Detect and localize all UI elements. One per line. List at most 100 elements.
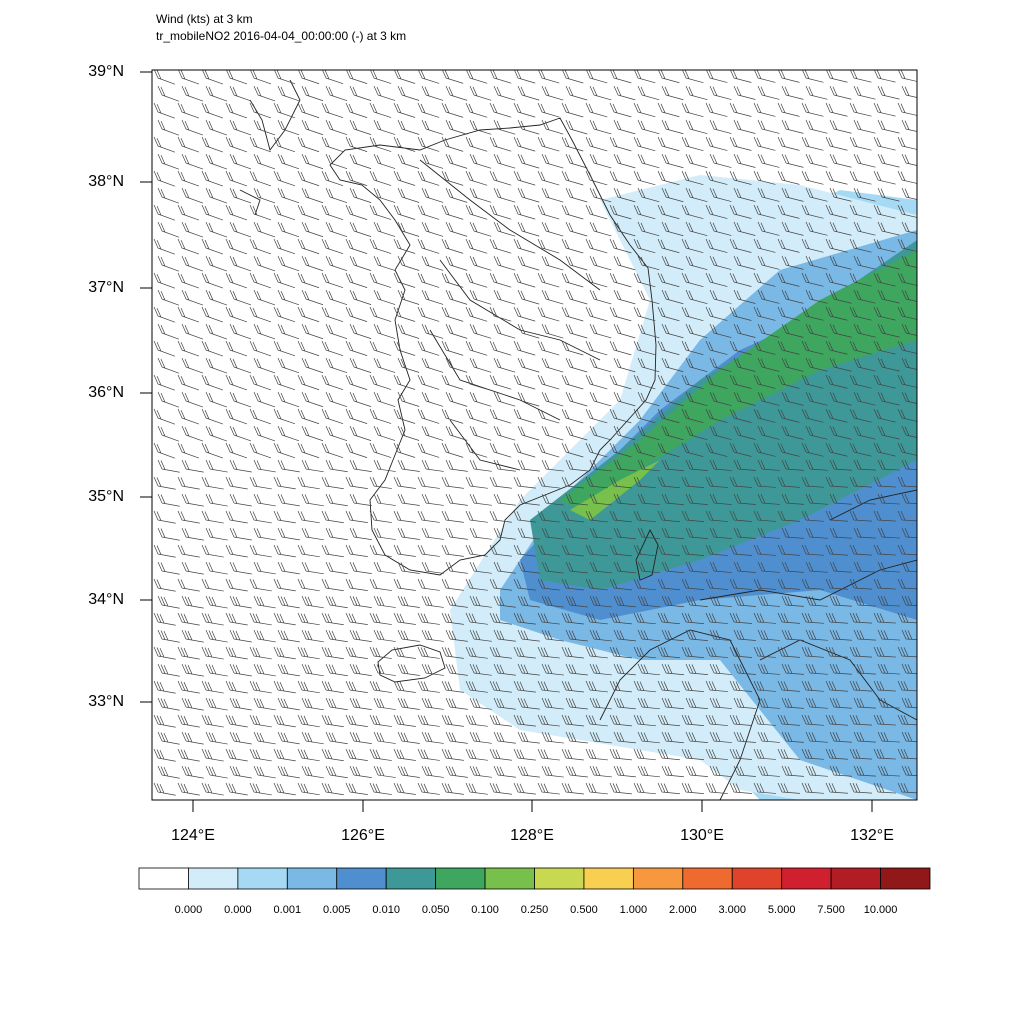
wind-barb	[926, 290, 948, 303]
wind-barb	[753, 408, 776, 423]
wind-barb	[566, 799, 567, 800]
colorbar-box	[484, 867, 535, 890]
wind-barb	[345, 408, 368, 424]
wind-barb	[397, 731, 420, 744]
wind-barb	[493, 187, 516, 203]
wind-barb	[561, 340, 584, 356]
wind-barb	[297, 748, 320, 762]
wind-barb	[565, 255, 588, 271]
wind-barb	[733, 221, 756, 236]
wind-barb	[705, 646, 728, 658]
wind-barb	[445, 119, 468, 135]
wind-barb	[249, 612, 272, 626]
wind-barb	[177, 748, 200, 762]
wind-barb	[705, 714, 728, 726]
wind-barb	[685, 697, 708, 710]
wind-barb	[493, 629, 516, 642]
wind-barb	[157, 391, 180, 408]
wind-barb	[661, 85, 684, 101]
wind-barb	[345, 102, 368, 118]
wind-barb	[205, 255, 228, 272]
wind-barb	[801, 510, 824, 522]
wind-barb	[781, 255, 804, 270]
wind-barb	[613, 255, 636, 271]
wind-barb	[777, 510, 800, 522]
wind-barb	[753, 102, 776, 117]
wind-barb	[253, 663, 276, 677]
wind-barb	[589, 119, 612, 135]
wind-barb	[801, 340, 824, 355]
wind-barb	[417, 510, 440, 523]
wind-barb	[705, 340, 728, 355]
wind-barb	[613, 289, 636, 305]
wind-barb	[922, 137, 944, 150]
wind-barb	[829, 561, 852, 573]
wind-barb	[421, 595, 444, 608]
wind-barb	[369, 272, 392, 288]
wind-barb	[853, 289, 876, 304]
wind-barb	[633, 646, 656, 659]
wind-barb	[441, 748, 464, 761]
wind-barb	[873, 136, 896, 151]
wind-barb	[297, 136, 320, 153]
wind-barb	[513, 102, 536, 118]
wind-barb	[181, 323, 204, 340]
wind-barb	[877, 357, 900, 372]
wind-barb	[873, 204, 896, 219]
wind-barb	[469, 153, 492, 169]
wind-barb	[153, 204, 176, 221]
wind-barb	[705, 680, 728, 692]
wind-barb	[877, 153, 900, 168]
wind-barb	[705, 408, 728, 423]
wind-barb	[465, 748, 488, 761]
wind-barb	[205, 221, 228, 238]
wind-barb	[465, 544, 488, 557]
wind-barb	[493, 153, 516, 169]
wind-barb	[901, 731, 917, 742]
wind-barb	[201, 374, 224, 391]
wind-barb	[565, 493, 588, 506]
wind-barb	[397, 289, 420, 305]
wind-barb	[873, 170, 896, 185]
wind-barb	[325, 561, 348, 575]
wind-barb	[517, 765, 540, 778]
wind-barb	[613, 493, 636, 506]
wind-barb	[757, 527, 780, 539]
wind-barb	[753, 714, 776, 726]
wind-barb	[562, 70, 584, 84]
wind-barb	[609, 544, 632, 557]
wind-barb	[393, 782, 416, 795]
wind-barb	[469, 731, 492, 744]
wind-barb	[681, 612, 704, 625]
wind-barb	[901, 561, 917, 572]
wind-barb	[585, 748, 608, 761]
wind-barb	[229, 595, 252, 609]
wind-barb	[729, 578, 752, 590]
wind-barb	[613, 731, 636, 744]
wind-barb	[637, 323, 660, 339]
wind-barb	[541, 391, 564, 407]
wind-barb	[729, 170, 752, 185]
wind-barb	[734, 799, 735, 800]
wind-barb	[777, 204, 800, 219]
wind-barb	[733, 493, 756, 505]
wind-barb	[397, 391, 420, 407]
wind-barb	[181, 765, 204, 779]
wind-barb	[926, 494, 948, 504]
wind-barb	[469, 255, 492, 271]
wind-barb	[801, 714, 824, 726]
wind-barb	[585, 204, 608, 220]
wind-barb	[205, 459, 228, 473]
wind-barb	[297, 680, 320, 694]
wind-barb	[825, 714, 848, 726]
wind-barb	[537, 408, 560, 424]
wind-barb	[709, 289, 732, 304]
wind-barb	[421, 153, 444, 169]
wind-barb	[541, 323, 564, 339]
wind-barb	[709, 459, 732, 471]
wind-barb	[253, 187, 276, 204]
wind-barb	[181, 663, 204, 677]
wind-barb	[609, 476, 632, 489]
wind-barb	[277, 289, 300, 306]
wind-barb	[777, 408, 800, 423]
